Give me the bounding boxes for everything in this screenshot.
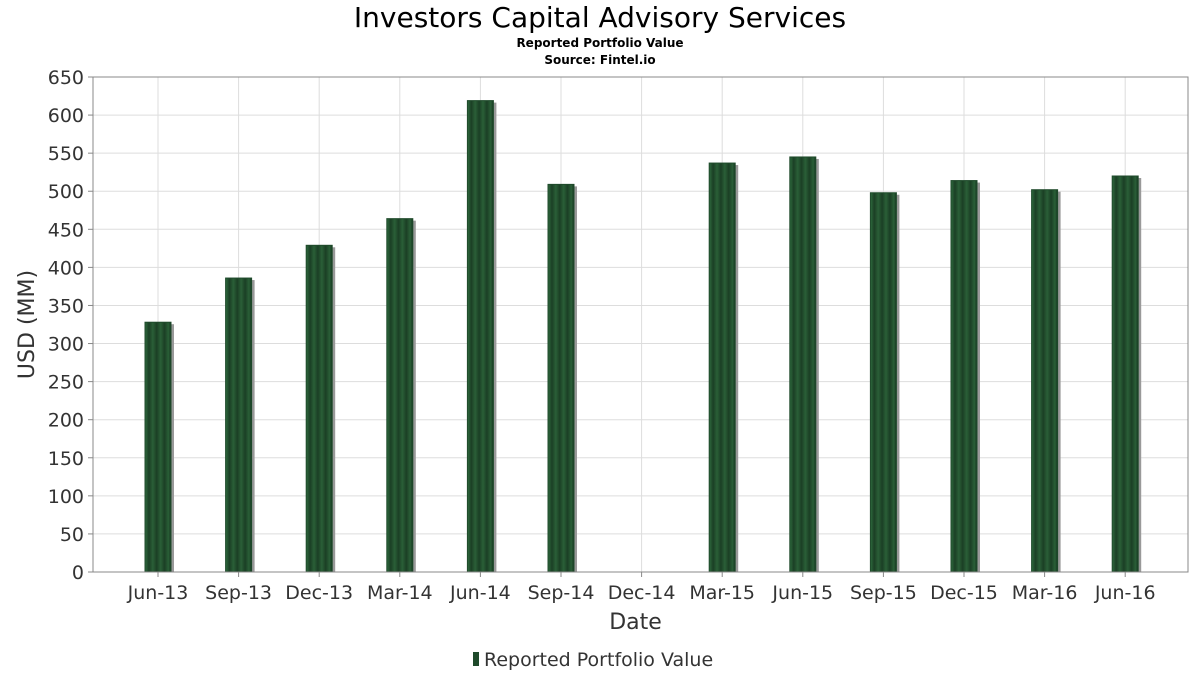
y-tick-label: 250 <box>48 372 84 394</box>
bar-dec-15 <box>950 180 978 573</box>
x-tick-label: Dec-15 <box>930 582 998 604</box>
bar-mar-16 <box>1031 189 1059 573</box>
chart-subtitle: Reported Portfolio Value <box>516 36 684 50</box>
bar-sep-14 <box>547 183 575 573</box>
bar-jun-13 <box>144 321 172 573</box>
x-tick-label: Sep-14 <box>528 582 595 604</box>
y-tick-label: 300 <box>48 334 84 356</box>
bars <box>144 100 1142 573</box>
bar-mar-14 <box>386 218 414 573</box>
bar-dec-13 <box>305 244 333 573</box>
bar-jun-16 <box>1111 175 1139 573</box>
bar-sep-13 <box>225 277 253 573</box>
y-tick-label: 150 <box>48 448 84 470</box>
y-tick-label: 200 <box>48 410 84 432</box>
y-tick-label: 350 <box>48 295 84 317</box>
bar-mar-15 <box>708 162 736 573</box>
x-tick-label: Jun-13 <box>127 582 189 604</box>
legend-label: Reported Portfolio Value <box>484 649 713 671</box>
x-axis-label: Date <box>609 610 662 635</box>
bar-jun-14 <box>466 100 494 573</box>
bar-jun-15 <box>789 156 817 573</box>
y-tick-label: 650 <box>48 67 84 89</box>
x-tick-label: Mar-15 <box>689 582 755 604</box>
x-tick-label: Sep-13 <box>205 582 272 604</box>
plot-frame <box>92 76 1189 573</box>
x-tick-label: Dec-13 <box>285 582 353 604</box>
y-tick-label: 450 <box>48 219 84 241</box>
x-tick-label: Jun-16 <box>1094 582 1156 604</box>
chart-source: Source: Fintel.io <box>544 53 656 67</box>
y-tick-label: 600 <box>48 105 84 127</box>
x-axis-ticks: Jun-13 Sep-13 Dec-13 Mar-14 Jun-14 Sep-14 Dec-… <box>127 572 1156 604</box>
chart-title: Investors Capital Advisory Services <box>353 1 847 34</box>
y-axis-label: USD (MM) <box>15 270 40 379</box>
x-tick-label: Jun-15 <box>771 582 833 604</box>
y-tick-label: 50 <box>60 524 84 546</box>
x-tick-label: Jun-14 <box>449 582 511 604</box>
bar-sep-15 <box>869 192 897 573</box>
y-tick-label: 550 <box>48 143 84 165</box>
legend-swatch <box>473 652 479 666</box>
y-tick-label: 500 <box>48 181 84 203</box>
x-tick-label: Mar-16 <box>1012 582 1078 604</box>
y-tick-label: 100 <box>48 486 84 508</box>
y-tick-label: 0 <box>72 562 84 584</box>
legend: Reported Portfolio Value <box>473 649 713 671</box>
x-tick-label: Sep-15 <box>850 582 917 604</box>
y-axis-ticks: 0 50 100 150 200 250 300 350 400 450 500 550 600 650 <box>48 67 93 584</box>
x-tick-label: Mar-14 <box>367 582 433 604</box>
x-tick-label: Dec-14 <box>608 582 676 604</box>
grid-lines <box>93 76 1188 573</box>
y-tick-label: 400 <box>48 257 84 279</box>
